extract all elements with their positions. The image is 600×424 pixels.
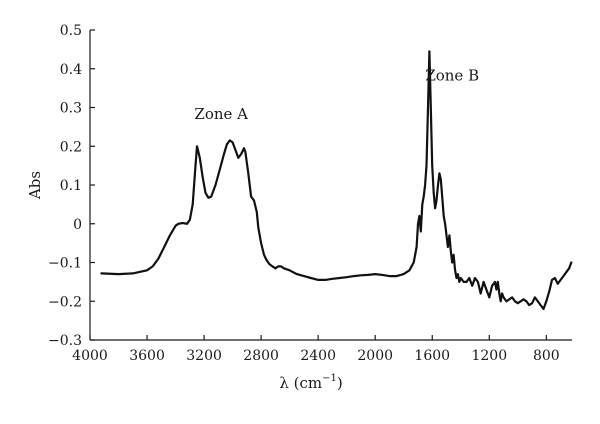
x-tick-label: 1200: [471, 348, 507, 364]
x-ticks: 4000 3600 3200 2800 2400 2000 1600 1200 800: [72, 335, 560, 364]
x-tick-label: 1600: [414, 348, 450, 364]
x-tick-label: 3200: [186, 348, 222, 364]
y-tick-label: 0.1: [60, 178, 82, 194]
y-tick-label: 0.5: [60, 23, 82, 39]
zone-annotation: Zone B: [425, 66, 479, 84]
x-tick-label: 4000: [72, 348, 108, 364]
x-tick-label: 800: [533, 348, 560, 364]
y-tick-label: 0.4: [60, 62, 82, 78]
y-tick-label: 0: [73, 217, 82, 233]
y-tick-label: 0.2: [60, 139, 82, 155]
x-tick-label: 3600: [129, 348, 165, 364]
x-axis-title-main: λ (cm: [279, 374, 322, 392]
y-ticks: −0.3 −0.2 −0.1 0 0.1 0.2 0.3 0.4 0.5: [48, 23, 95, 349]
x-tick-label: 2400: [300, 348, 336, 364]
annotations: Zone A Zone B: [194, 66, 479, 123]
zone-annotation: Zone A: [194, 105, 248, 123]
x-axis-title: λ (cm−1): [279, 373, 342, 392]
spectrum-series-line: [100, 50, 573, 311]
x-axis-title-exponent: −1: [322, 373, 337, 384]
x-tick-label: 2800: [243, 348, 279, 364]
y-tick-label: −0.3: [48, 333, 82, 349]
y-axis-title: Abs: [26, 171, 44, 200]
plot-area: [100, 50, 573, 311]
y-tick-label: −0.2: [48, 294, 82, 310]
x-axis-title-close: ): [337, 374, 343, 392]
x-tick-label: 2000: [357, 348, 393, 364]
y-tick-label: −0.1: [48, 256, 82, 272]
y-tick-label: 0.3: [60, 101, 82, 117]
